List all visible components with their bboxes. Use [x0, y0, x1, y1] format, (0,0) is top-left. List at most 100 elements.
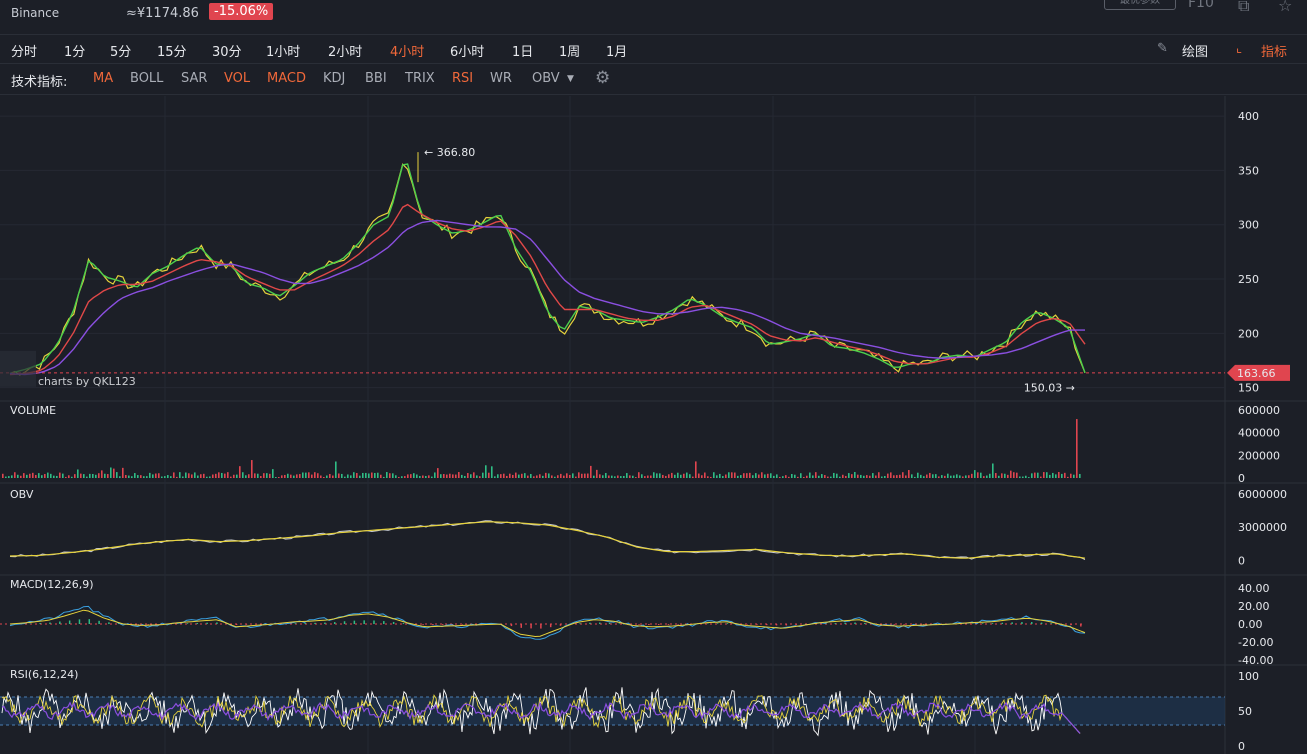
ind-obv[interactable]: OBV — [532, 71, 560, 86]
price-tick-label: 350 — [1238, 164, 1259, 177]
volume-bar — [257, 473, 259, 478]
volume-bar — [53, 475, 55, 478]
volume-bar — [680, 474, 682, 478]
volume-bar — [659, 473, 661, 478]
gear-icon[interactable]: ⚙ — [595, 68, 611, 88]
tf-1d[interactable]: 1日 — [512, 45, 534, 60]
volume-bar — [737, 475, 739, 478]
volume-bar — [782, 476, 784, 478]
f10-button[interactable]: F10 — [1188, 0, 1214, 11]
obv-dropdown-icon[interactable]: ▼ — [567, 74, 574, 84]
volume-bar — [215, 473, 217, 478]
star-icon[interactable]: ☆ — [1278, 0, 1293, 15]
volume-bar — [437, 468, 439, 478]
tf-1w[interactable]: 1周 — [559, 45, 581, 60]
volume-bar — [707, 476, 709, 478]
ma-line-3 — [9, 219, 1085, 376]
volume-bar — [293, 475, 295, 478]
tf-15m[interactable]: 15分 — [157, 45, 187, 60]
macd-histogram-bar — [648, 624, 650, 625]
draw-tool-icon[interactable]: ✎ — [1157, 41, 1168, 56]
volume-bar — [947, 473, 949, 478]
volume-bar — [1046, 472, 1048, 478]
ind-sar[interactable]: SAR — [181, 71, 208, 86]
volume-bar — [731, 472, 733, 478]
volume-bar — [212, 474, 214, 478]
volume-bar — [770, 473, 772, 478]
best-params-button[interactable]: 最优参数 — [1104, 0, 1176, 10]
volume-bar — [428, 475, 430, 478]
volume-bar — [380, 474, 382, 478]
tf-1h[interactable]: 1小时 — [266, 45, 301, 60]
ind-vol[interactable]: VOL — [224, 71, 251, 86]
volume-bar — [632, 475, 634, 478]
watermark-logo — [0, 350, 36, 387]
volume-bar — [392, 473, 394, 478]
macd-histogram-bar — [422, 624, 424, 625]
ind-boll[interactable]: BOLL — [130, 71, 164, 86]
volume-bar — [593, 475, 595, 478]
volume-bar — [806, 475, 808, 478]
volume-bar — [599, 474, 601, 478]
volume-bar — [224, 473, 226, 478]
exchange-name: Binance — [11, 6, 60, 20]
tf-4h[interactable]: 4小时 — [390, 45, 425, 60]
ind-bbi[interactable]: BBI — [365, 71, 387, 86]
tf-1mo[interactable]: 1月 — [606, 45, 628, 60]
watermark-text: charts by QKL123 — [38, 375, 136, 388]
volume-tick-label: 0 — [1238, 472, 1245, 485]
volume-bar — [728, 472, 730, 478]
macd-histogram-bar — [39, 623, 41, 624]
cny-price: ≈¥1174.86 — [126, 6, 199, 21]
last-price-tag — [1227, 364, 1290, 381]
volume-bar — [83, 474, 85, 478]
volume-bar — [320, 475, 322, 478]
volume-bar — [1034, 472, 1036, 478]
volume-bar — [305, 472, 307, 478]
macd-histogram-bar — [677, 624, 680, 625]
ind-trix[interactable]: TRIX — [405, 71, 435, 86]
volume-bar — [62, 473, 64, 478]
volume-bar — [1022, 476, 1024, 478]
rsi-line-2 — [1, 694, 1081, 734]
ind-wr[interactable]: WR — [490, 71, 512, 86]
macd-histogram-bar — [756, 624, 758, 625]
volume-bar — [245, 475, 247, 478]
ind-ma[interactable]: MA — [93, 71, 114, 86]
ind-macd[interactable]: MACD — [267, 71, 306, 86]
volume-bar — [668, 474, 670, 478]
indicators-icon[interactable]: ⌞ — [1236, 41, 1243, 56]
panel-bg-price — [0, 96, 1307, 400]
volume-bar — [467, 473, 469, 478]
price-tick-label: 300 — [1238, 219, 1259, 232]
macd-histogram-bar — [333, 622, 336, 624]
tf-2h[interactable]: 2小时 — [328, 45, 363, 60]
volume-bar — [590, 465, 592, 478]
macd-dif-line — [9, 605, 1086, 640]
volume-bar — [122, 467, 124, 478]
tf-30m[interactable]: 30分 — [212, 45, 242, 60]
chart-area[interactable]: 400 350 300 250 200 150 ← 366.80 150.03 → 163.66… — [0, 96, 1307, 754]
tf-1m[interactable]: 1分 — [64, 45, 86, 60]
volume-bar — [980, 472, 982, 478]
volume-bar — [875, 475, 877, 478]
volume-bar — [422, 475, 424, 478]
macd-histogram-bar — [530, 624, 532, 629]
ind-kdj[interactable]: KDJ — [323, 71, 346, 86]
volume-bar — [677, 472, 679, 478]
tf-6h[interactable]: 6小时 — [450, 45, 485, 60]
fullscreen-icon[interactable]: ⧉ — [1238, 0, 1250, 15]
macd-histogram-bar — [618, 623, 621, 624]
draw-tool-label[interactable]: 绘图 — [1182, 45, 1209, 60]
ind-rsi[interactable]: RSI — [452, 71, 474, 86]
volume-bar — [923, 476, 925, 478]
volume-bar — [272, 469, 274, 478]
volume-bar — [356, 473, 358, 478]
tf-5m[interactable]: 5分 — [110, 45, 132, 60]
volume-bar — [350, 475, 352, 478]
volume-bar — [911, 474, 913, 478]
volume-bar — [920, 474, 922, 478]
volume-bar — [971, 473, 973, 478]
indicators-label[interactable]: 指标 — [1261, 45, 1288, 60]
tf-分时[interactable]: 分时 — [11, 45, 38, 60]
